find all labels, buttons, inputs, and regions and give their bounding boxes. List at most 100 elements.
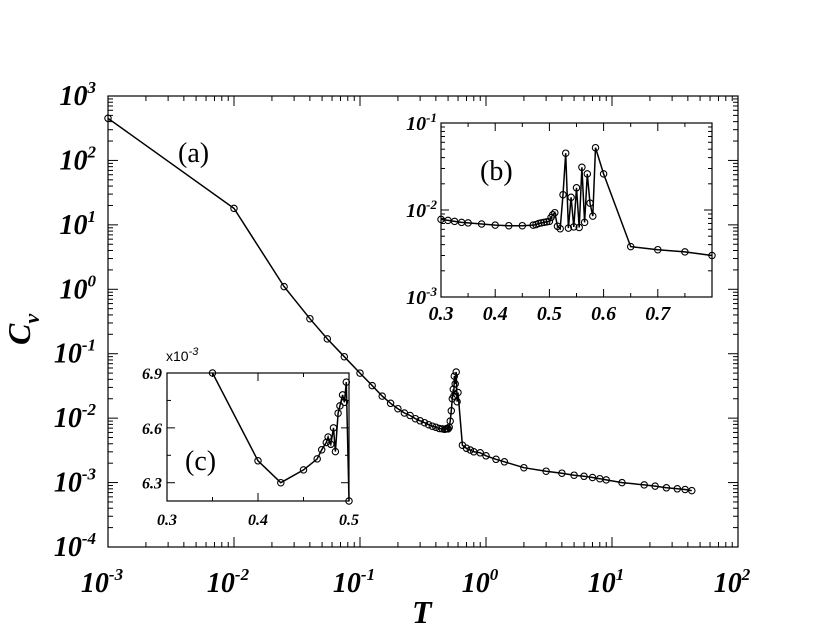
b-data-point <box>537 219 546 227</box>
inset-c-multiplier-base: x10 <box>166 348 189 364</box>
main-data-point <box>340 352 349 361</box>
inset-b-panel-label: (b) <box>480 156 513 187</box>
y-tick-label: 103 <box>60 78 97 112</box>
main-data-point <box>453 397 461 406</box>
main-data-point <box>411 414 420 423</box>
inset-b-x-tick-label: 0.5 <box>537 303 562 325</box>
inset-b-y-tick-label: 10-1 <box>406 110 437 135</box>
c-data-point <box>340 398 349 407</box>
y-tick-label: 100 <box>60 271 97 305</box>
x-tick-label: 10-3 <box>81 565 124 599</box>
inset-c-x-tick-label: 0.4 <box>248 512 268 529</box>
c-data-point <box>334 409 342 417</box>
inset-b-x-tick-label: 0.6 <box>591 303 616 325</box>
inset-c-frame <box>166 372 350 502</box>
b-data-point <box>589 212 597 220</box>
b-data-point <box>575 223 583 232</box>
y-tick-label: 10-4 <box>54 529 96 563</box>
b-data-point <box>681 248 689 256</box>
b-data-point <box>477 220 486 228</box>
svg-text:Cv: Cv <box>1 314 44 345</box>
b-data-point <box>564 224 573 232</box>
main-data-point <box>651 482 659 490</box>
y-axis-label-sub: v <box>19 314 44 324</box>
main-data-point <box>558 469 566 477</box>
b-data-point <box>708 251 716 260</box>
y-tick-label: 10-3 <box>54 465 97 499</box>
c-data-point <box>331 447 340 456</box>
main-data-point <box>406 411 414 420</box>
inset-c-multiplier-exp: -3 <box>189 346 200 358</box>
main-plot-frame <box>107 95 739 548</box>
main-data-point <box>306 314 314 323</box>
c-data-point <box>336 402 344 410</box>
y-tick-label: 10-2 <box>54 400 97 434</box>
main-data-point <box>492 455 500 464</box>
c-data-point <box>277 478 285 487</box>
main-data-point <box>386 399 395 408</box>
c-data-point <box>324 433 332 441</box>
main-data-point <box>520 463 528 472</box>
c-data-point <box>317 446 326 454</box>
inset-c-y-tick-label: 6.6 <box>142 421 162 438</box>
b-data-point <box>567 193 575 202</box>
main-panel-label: (a) <box>178 138 209 169</box>
main-data-point <box>688 486 696 495</box>
x-tick-label: 100 <box>462 565 499 599</box>
inset-b-frame <box>440 122 713 298</box>
b-data-point <box>545 217 554 226</box>
inset-b-y-tick-label: 10-3 <box>406 284 437 309</box>
b-data-point <box>580 218 589 227</box>
main-data-point <box>476 449 484 457</box>
b-data-point <box>599 170 608 178</box>
b-data-point <box>583 170 592 178</box>
main-data-point <box>618 478 626 487</box>
b-data-point <box>626 242 635 251</box>
inset-c-multiplier: x10-3 <box>166 346 199 364</box>
y-tick-label: 10-1 <box>54 336 96 370</box>
b-data-point <box>518 221 527 230</box>
main-data-point <box>662 484 671 492</box>
main-data-point <box>420 418 429 427</box>
b-data-point <box>505 221 513 230</box>
main-data-point <box>446 417 454 425</box>
b-data-point <box>556 224 564 233</box>
b-data-point <box>437 215 445 224</box>
b-data-point <box>561 149 570 157</box>
main-data-point <box>428 422 437 430</box>
main-data-point <box>570 471 578 479</box>
main-data-point <box>673 485 682 493</box>
b-data-point <box>654 245 662 254</box>
main-data-point <box>462 444 471 453</box>
main-data-point <box>482 452 490 460</box>
b-data-point <box>572 184 581 192</box>
main-data-point <box>451 380 459 388</box>
b-data-point <box>491 221 499 229</box>
inset-c-plot: 0.3 0.4 0.5 6.3 6.6 6.9 (c) x10-3 <box>142 346 359 529</box>
main-data-point <box>640 481 648 489</box>
b-data-point <box>450 217 459 226</box>
main-data-point <box>444 425 452 433</box>
main-data-point <box>450 372 459 380</box>
c-data-point <box>342 378 351 386</box>
main-data-point <box>580 472 588 481</box>
main-data-point <box>394 404 402 413</box>
main-data-point <box>452 368 460 376</box>
main-data-point <box>356 369 364 377</box>
inset-c-y-tick-label: 6.3 <box>142 476 162 493</box>
y-axis-label: Cv <box>1 314 44 345</box>
main-data-point <box>323 335 332 343</box>
c-data-point <box>329 424 338 432</box>
c-data-point <box>208 369 217 377</box>
y-tick-label: 101 <box>60 207 97 241</box>
main-data-point <box>500 458 509 466</box>
main-data-point <box>416 417 424 425</box>
main-data-point <box>230 204 238 213</box>
inset-b-plot: 0.3 0.4 0.5 0.6 0.7 10-3 10-2 10-1 (b) <box>406 110 716 325</box>
main-data-point <box>424 420 433 429</box>
b-data-point <box>540 218 548 227</box>
inset-c-y-tick-label: 6.9 <box>142 366 162 383</box>
inset-c-x-tick-label: 0.5 <box>339 512 359 529</box>
c-data-point <box>345 497 353 505</box>
